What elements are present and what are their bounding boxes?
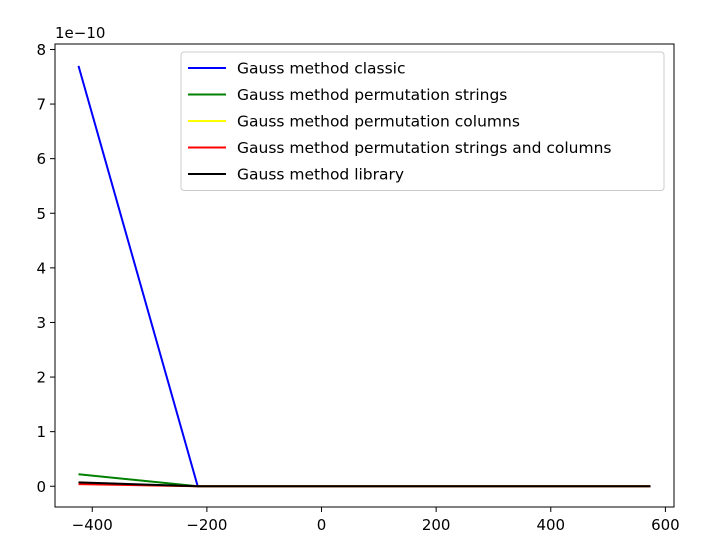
y-axis-offset-label: 1e−10 — [55, 24, 105, 42]
x-tick-label: 600 — [651, 516, 680, 534]
legend-entry-label: Gauss method permutation strings — [237, 86, 507, 104]
x-tick-label: 0 — [317, 516, 327, 534]
legend-entry-label: Gauss method permutation strings and col… — [237, 139, 612, 157]
series-line-5 — [78, 481, 651, 488]
x-tick-label: 400 — [536, 516, 565, 534]
y-tick-label: 3 — [36, 314, 46, 332]
plot-frame — [54, 43, 675, 508]
x-tick-label: −400 — [72, 516, 113, 534]
x-tick-label: −200 — [186, 516, 227, 534]
y-tick-label: 4 — [36, 259, 46, 277]
legend-entry-label: Gauss method library — [237, 166, 404, 184]
legend: Gauss method classic Gauss method permuta… — [180, 51, 665, 191]
y-tick-label: 7 — [36, 96, 46, 114]
y-tick-label: 6 — [36, 150, 46, 168]
y-tick-label: 1 — [36, 423, 46, 441]
series-layer — [77, 65, 651, 488]
y-tick-label: 8 — [36, 41, 46, 59]
y-tick-label: 5 — [36, 205, 46, 223]
y-tick-label: 0 — [36, 478, 46, 496]
x-tick-label: 200 — [422, 516, 451, 534]
legend-entry-label: Gauss method classic — [237, 60, 406, 78]
y-tick-label: 2 — [36, 369, 46, 387]
legend-box — [180, 51, 665, 191]
x-axis: −400 −200 0 200 400 600 — [72, 507, 680, 534]
y-axis: 0 1 2 3 4 5 6 7 8 — [36, 41, 55, 496]
legend-entry-label: Gauss method permutation columns — [237, 113, 520, 131]
